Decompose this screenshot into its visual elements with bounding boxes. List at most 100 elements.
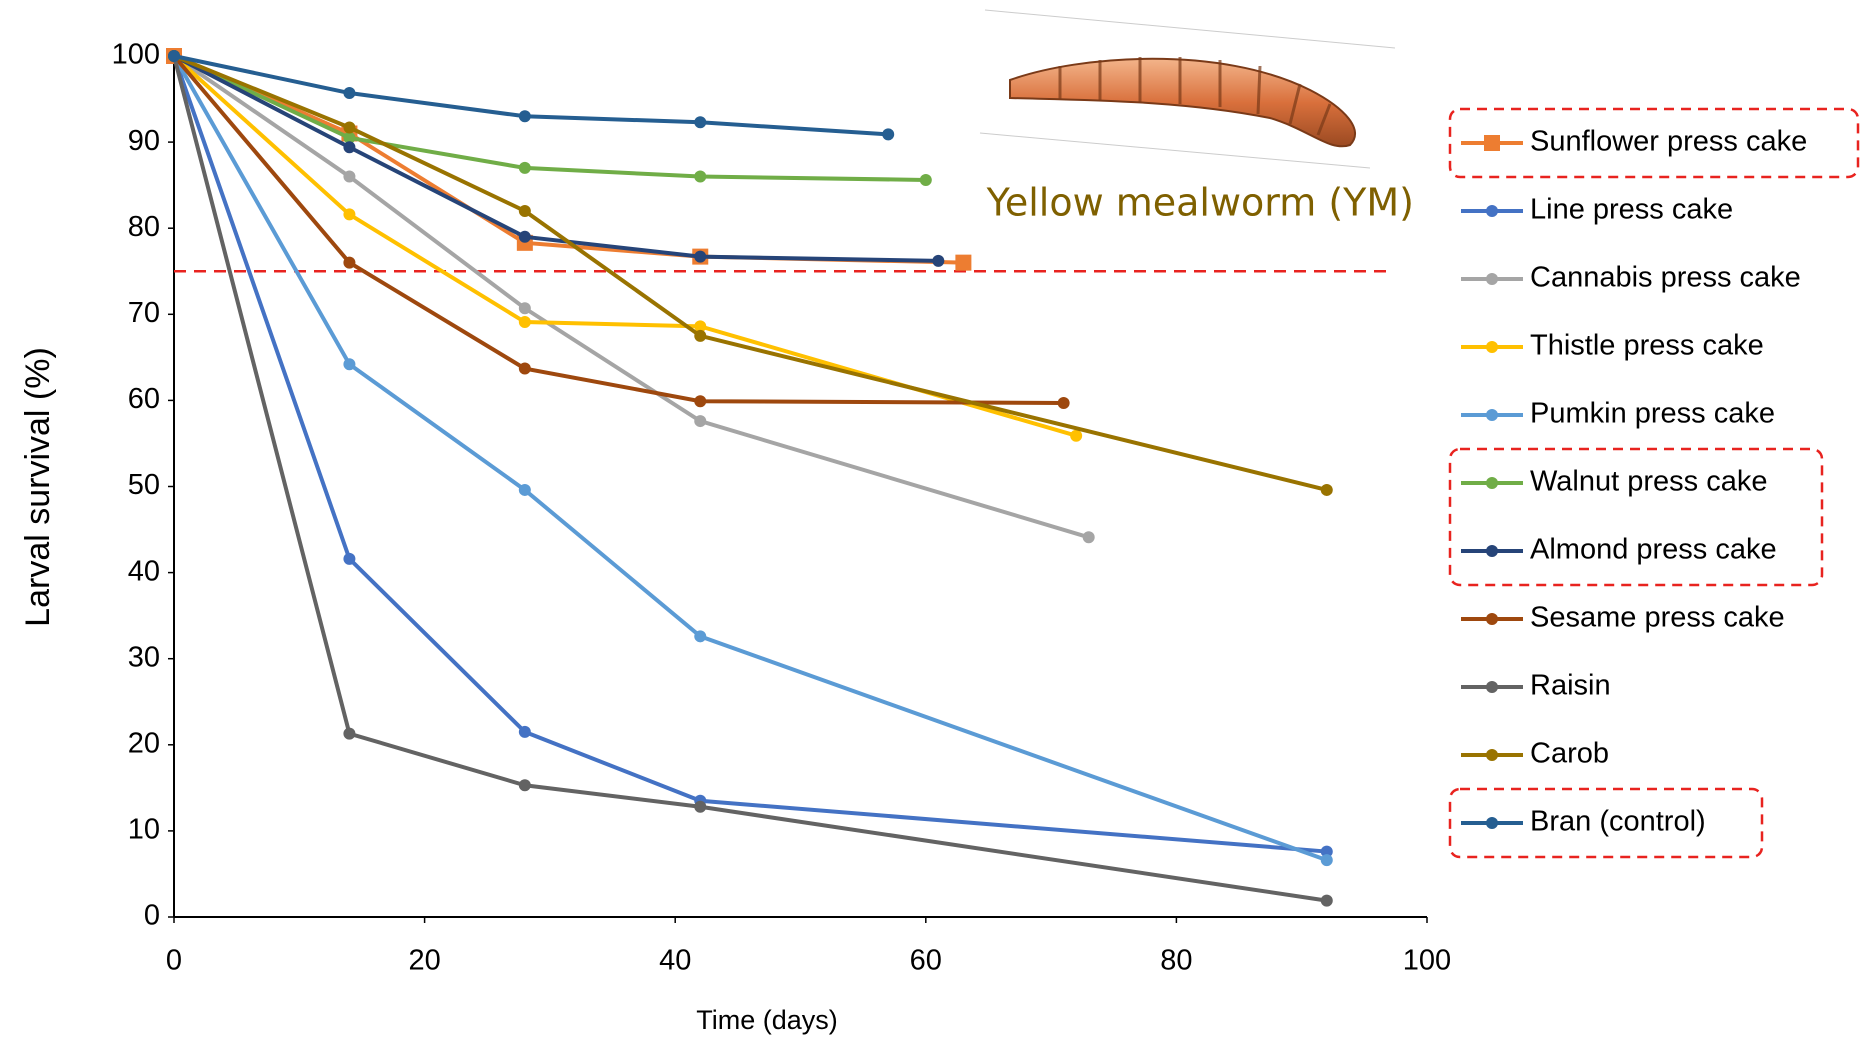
legend-marker (1486, 613, 1498, 625)
y-tick-label: 100 (112, 39, 160, 71)
legend-marker (1486, 477, 1498, 489)
y-tick-label: 0 (144, 900, 160, 932)
marker (518, 230, 531, 243)
x-tick-label: 20 (408, 945, 440, 977)
y-tick-label: 70 (128, 297, 160, 329)
marker (343, 358, 356, 371)
x-tick-label: 100 (1403, 945, 1451, 977)
legend-label: Bran (control) (1530, 806, 1706, 838)
highlight-box (1448, 107, 1860, 179)
y-tick-label: 40 (128, 555, 160, 587)
legend-item: Almond press cake (1461, 534, 1777, 566)
legend-item: Carob (1461, 738, 1609, 770)
highlight-box (1448, 447, 1824, 587)
legend-label: Walnut press cake (1530, 466, 1767, 498)
legend-label: Pumkin press cake (1530, 398, 1775, 430)
x-tick-label: 60 (910, 945, 942, 977)
marker (518, 779, 531, 792)
annotation: Yellow mealworm (YM) (986, 181, 1414, 225)
x-tick-label: 40 (659, 945, 691, 977)
legend-label: Line press cake (1530, 194, 1733, 226)
y-tick-label: 30 (128, 641, 160, 673)
y-tick-label: 20 (128, 727, 160, 759)
series-line (173, 54, 889, 137)
legend-marker (1486, 341, 1498, 353)
marker (1320, 845, 1333, 858)
x-axis-title: Time (days) (696, 1005, 838, 1035)
marker (694, 800, 707, 813)
series-line (172, 54, 1064, 405)
marker (518, 204, 531, 217)
marker (694, 250, 707, 263)
x-tick-label: 80 (1160, 945, 1192, 977)
marker (1070, 429, 1083, 442)
marker (343, 552, 356, 565)
y-tick-label: 80 (128, 211, 160, 243)
marker (518, 302, 531, 315)
marker (1320, 894, 1333, 907)
marker (518, 161, 531, 174)
legend-label: Sunflower press cake (1530, 126, 1807, 158)
series-line (173, 54, 964, 265)
legend-marker (1486, 749, 1498, 761)
marker (518, 725, 531, 738)
legend-item: Pumkin press cake (1461, 398, 1775, 430)
marker (1057, 396, 1070, 409)
legend-label: Raisin (1530, 670, 1611, 702)
marker (919, 173, 932, 186)
marker (343, 727, 356, 740)
marker (343, 208, 356, 221)
legend-marker (1486, 205, 1498, 217)
legend-item: Raisin (1461, 670, 1611, 702)
marker (694, 116, 707, 129)
y-tick-label: 10 (128, 814, 160, 846)
series (168, 50, 1333, 496)
marker (168, 50, 180, 62)
marker (694, 170, 707, 183)
legend-label: Almond press cake (1530, 534, 1777, 566)
legend-label: Carob (1530, 738, 1609, 770)
marker (1082, 531, 1095, 544)
marker (343, 131, 356, 144)
legend-marker (1486, 273, 1498, 285)
legend-item: Sunflower press cake (1461, 126, 1807, 158)
legend-label: Thistle press cake (1530, 330, 1764, 362)
x-tick-label: 0 (166, 945, 182, 977)
series-line (173, 54, 1328, 492)
series (168, 50, 895, 141)
legend-marker (1484, 135, 1500, 151)
marker (694, 395, 707, 408)
legend-marker (1486, 409, 1498, 421)
legend-item: Walnut press cake (1461, 466, 1767, 498)
marker (343, 87, 356, 100)
legend-item: Line press cake (1461, 194, 1733, 226)
legend-label: Sesame press cake (1530, 602, 1785, 634)
marker (343, 141, 356, 154)
series (168, 50, 1333, 867)
marker (343, 170, 356, 183)
marker (694, 329, 707, 342)
y-tick-label: 60 (128, 383, 160, 415)
marker (518, 316, 531, 329)
marker (955, 254, 972, 271)
legend-marker (1486, 817, 1498, 829)
marker (518, 362, 531, 375)
marker (694, 320, 707, 333)
marker (694, 630, 707, 643)
mealworm-picture (979, 9, 1396, 169)
legend-label: Cannabis press cake (1530, 262, 1801, 294)
y-axis-title: Larval survival (%) (19, 347, 57, 627)
marker (932, 254, 945, 267)
marker (1320, 854, 1333, 867)
legend-item: Bran (control) (1461, 806, 1706, 838)
legend-marker (1486, 545, 1498, 557)
legend-item: Sesame press cake (1461, 602, 1785, 634)
marker (343, 256, 356, 269)
legend-item: Thistle press cake (1461, 330, 1764, 362)
marker (518, 483, 531, 496)
marker (694, 415, 707, 428)
marker (882, 128, 895, 141)
y-tick-label: 50 (128, 469, 160, 501)
